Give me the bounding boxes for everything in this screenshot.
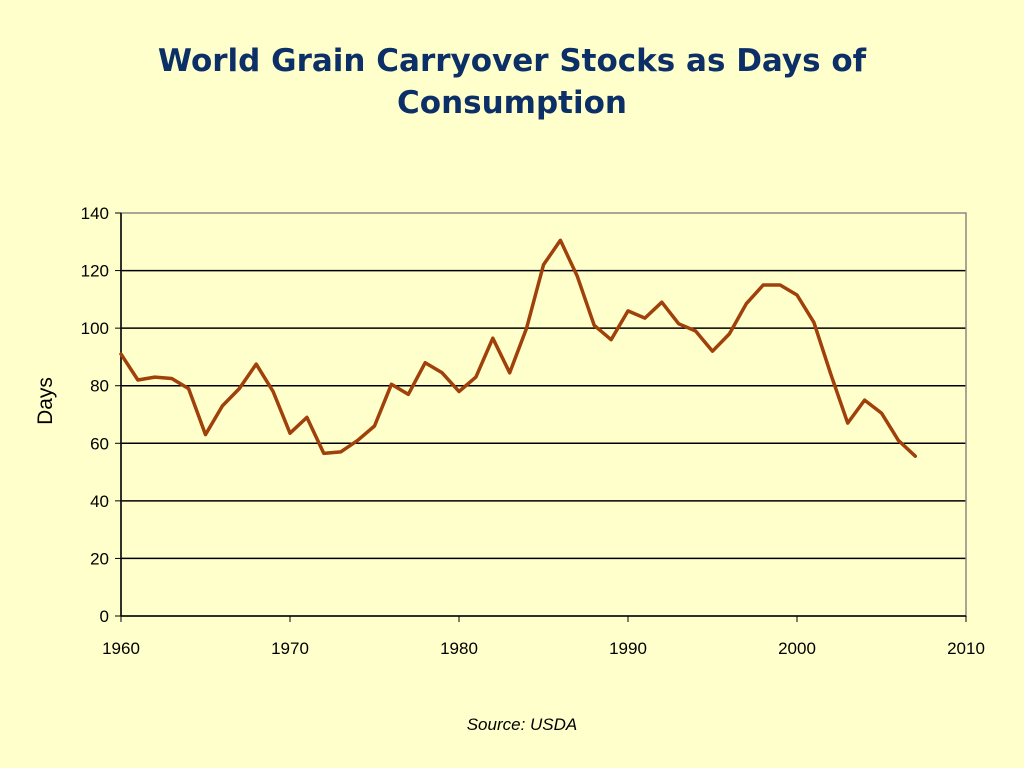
data-point	[744, 302, 748, 306]
x-tick-label: 1960	[102, 639, 140, 658]
data-point	[778, 283, 782, 287]
data-point	[913, 454, 917, 458]
data-point	[237, 387, 241, 391]
y-axis-label: Days	[34, 377, 57, 425]
data-point	[389, 382, 393, 386]
data-point	[220, 404, 224, 408]
data-point	[829, 372, 833, 376]
data-point	[609, 338, 613, 342]
chart-title: World Grain Carryover Stocks as Days of …	[62, 40, 962, 124]
data-point	[305, 415, 309, 419]
data-point	[187, 387, 191, 391]
data-point	[795, 293, 799, 297]
data-point	[356, 438, 360, 442]
y-tick-label: 100	[81, 319, 109, 338]
series-line	[119, 238, 918, 458]
y-tick-label: 60	[90, 434, 109, 453]
plot-frame	[120, 212, 967, 617]
x-tick-label: 1990	[609, 639, 647, 658]
data-point	[440, 371, 444, 375]
chart-title-line-2: Consumption	[397, 85, 627, 121]
chart-title-line-1: World Grain Carryover Stocks as Days of	[157, 43, 867, 79]
x-tick-label: 2000	[778, 639, 816, 658]
y-tick-label: 20	[90, 549, 109, 568]
axes: 0 20 40 60 80 100 120 140 1960 1970 1980 1990 2000 20…	[81, 204, 985, 658]
data-point	[136, 378, 140, 382]
data-point	[846, 421, 850, 425]
data-point	[677, 322, 681, 326]
y-tick-label: 80	[90, 377, 109, 396]
data-point	[880, 411, 884, 415]
data-point	[339, 450, 343, 454]
data-point	[322, 451, 326, 455]
data-point	[474, 375, 478, 379]
data-point	[542, 263, 546, 267]
source-note: Source: USDA	[466, 715, 578, 734]
data-point	[812, 320, 816, 324]
data-point	[508, 371, 512, 375]
x-tick-label: 1970	[271, 639, 309, 658]
gridlines	[121, 269, 966, 560]
data-point	[643, 316, 647, 320]
data-point	[457, 389, 461, 393]
data-point	[373, 424, 377, 428]
data-point	[153, 375, 157, 379]
data-point	[896, 438, 900, 442]
data-point	[694, 329, 698, 333]
data-point	[575, 274, 579, 278]
data-point	[525, 326, 529, 330]
data-point	[558, 238, 562, 242]
y-tick-label: 40	[90, 492, 109, 511]
data-point	[288, 431, 292, 435]
x-tick-label: 1980	[440, 639, 478, 658]
line-chart: 0 20 40 60 80 100 120 140 1960 1970 1980 1990 2000 20…	[34, 204, 985, 658]
series-layer	[119, 238, 918, 458]
y-tick-label: 0	[100, 607, 109, 626]
x-tick-label: 2010	[947, 639, 985, 658]
data-point	[626, 309, 630, 313]
data-point	[423, 361, 427, 365]
y-tick-label: 120	[81, 262, 109, 281]
data-point	[254, 362, 258, 366]
data-point	[406, 392, 410, 396]
data-point	[491, 336, 495, 340]
data-point	[271, 389, 275, 393]
data-point	[761, 283, 765, 287]
data-point	[660, 300, 664, 304]
data-point	[170, 377, 174, 381]
y-tick-label: 140	[81, 204, 109, 223]
data-point	[863, 398, 867, 402]
data-point	[119, 352, 123, 356]
data-point	[592, 323, 596, 327]
data-point	[204, 433, 208, 437]
data-point	[711, 349, 715, 353]
data-point	[727, 332, 731, 336]
